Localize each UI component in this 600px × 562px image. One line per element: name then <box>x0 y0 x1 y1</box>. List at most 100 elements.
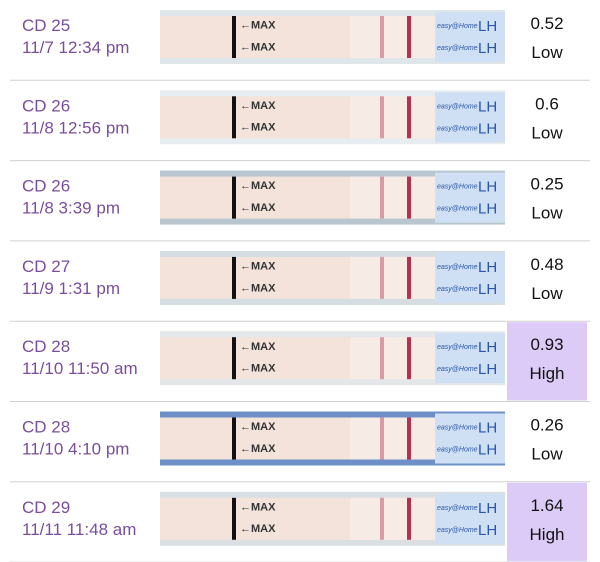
test-time: 11/8 12:56 pm <box>22 118 129 137</box>
max-label: ←MAX <box>240 443 276 455</box>
control-line <box>407 256 411 299</box>
lh-label: LH <box>478 18 497 35</box>
max-label: ←MAX <box>240 180 276 192</box>
brand-label: easy@Home <box>437 425 478 432</box>
lh-label: LH <box>478 361 497 378</box>
brand-label: easy@Home <box>437 447 478 454</box>
brand-area <box>435 172 505 223</box>
max-label: ←MAX <box>240 100 276 112</box>
control-line <box>407 16 411 58</box>
strip-bar <box>232 256 236 299</box>
brand-label: easy@Home <box>437 286 478 293</box>
highlight-cell <box>507 482 587 562</box>
max-label: ←MAX <box>240 523 276 535</box>
lh-value: 0.6 <box>535 94 559 113</box>
result-row: CD 28 11/10 4:10 pm ←MAX ←MAX easy@Home easy@… <box>10 411 590 483</box>
brand-area <box>435 413 505 464</box>
max-label: ←MAX <box>240 501 276 513</box>
lh-level: High <box>530 364 565 383</box>
max-label: ←MAX <box>240 282 276 294</box>
lh-level: Low <box>531 204 563 223</box>
control-line <box>407 417 411 460</box>
brand-label: easy@Home <box>437 505 478 512</box>
max-label: ←MAX <box>240 20 276 32</box>
control-line <box>407 337 411 380</box>
brand-label: easy@Home <box>437 264 478 271</box>
lh-level: Low <box>531 123 563 142</box>
brand-label: easy@Home <box>437 23 478 30</box>
test-window <box>350 176 435 219</box>
strip-bar <box>232 497 236 540</box>
lh-value: 0.52 <box>530 14 563 33</box>
brand-label: easy@Home <box>437 366 478 373</box>
lh-label: LH <box>478 259 497 276</box>
test-time: 11/10 11:50 am <box>22 359 138 378</box>
strip-bar <box>232 16 236 58</box>
test-window <box>350 337 435 380</box>
strip-bar <box>232 417 236 460</box>
brand-label: easy@Home <box>437 184 478 191</box>
lh-label: LH <box>478 500 497 517</box>
cycle-day: CD 28 <box>22 418 70 437</box>
result-row: CD 29 11/11 11:48 am ←MAX ←MAX easy@Home easy… <box>10 482 590 562</box>
lh-label: LH <box>478 179 497 196</box>
lh-value: 0.93 <box>530 335 563 354</box>
test-line <box>380 337 384 380</box>
lh-value: 0.48 <box>530 255 563 274</box>
brand-label: easy@Home <box>437 125 478 132</box>
test-time: 11/7 12:34 pm <box>22 38 129 57</box>
lh-value: 0.25 <box>530 175 563 194</box>
brand-label: easy@Home <box>437 45 478 52</box>
cycle-day: CD 26 <box>22 177 70 196</box>
lh-value: 0.26 <box>530 416 563 435</box>
lh-level: Low <box>531 445 563 464</box>
max-label: ←MAX <box>240 41 276 53</box>
max-label: ←MAX <box>240 122 276 134</box>
test-time: 11/8 3:39 pm <box>22 199 120 218</box>
max-label: ←MAX <box>240 202 276 214</box>
lh-label: LH <box>478 281 497 298</box>
cycle-day: CD 27 <box>22 257 70 276</box>
max-label: ←MAX <box>240 421 276 433</box>
lh-level: High <box>530 525 565 544</box>
lh-label: LH <box>478 201 497 218</box>
brand-label: easy@Home <box>437 344 478 351</box>
lh-value: 1.64 <box>530 496 563 515</box>
test-time: 11/11 11:48 am <box>22 520 136 539</box>
lh-label: LH <box>478 522 497 539</box>
test-line <box>380 16 384 58</box>
strip-bar <box>232 96 236 139</box>
test-window <box>350 417 435 460</box>
result-row: CD 25 11/7 12:34 pm ←MAX ←MAX easy@Home easy@… <box>10 10 590 81</box>
max-label: ←MAX <box>240 341 276 353</box>
lh-label: LH <box>478 120 497 137</box>
cycle-day: CD 25 <box>22 16 70 35</box>
lh-label: LH <box>478 420 497 437</box>
strip-bar <box>232 337 236 380</box>
max-label: ←MAX <box>240 363 276 375</box>
max-label: ←MAX <box>240 261 276 273</box>
test-time: 11/9 1:31 pm <box>22 279 120 298</box>
lh-label: LH <box>478 339 497 356</box>
lh-level: Low <box>531 43 563 62</box>
test-window <box>350 96 435 139</box>
brand-label: easy@Home <box>437 103 478 110</box>
lh-label: LH <box>478 98 497 115</box>
brand-area <box>435 493 505 544</box>
test-window <box>350 497 435 540</box>
test-line <box>380 417 384 460</box>
strip-bar <box>232 176 236 219</box>
lh-label: LH <box>478 40 497 57</box>
cycle-day: CD 28 <box>22 337 70 356</box>
brand-label: easy@Home <box>437 206 478 213</box>
lh-level: Low <box>531 284 563 303</box>
result-row: CD 28 11/10 11:50 am ←MAX ←MAX easy@Home easy… <box>10 322 590 402</box>
test-time: 11/10 4:10 pm <box>22 440 129 459</box>
control-line <box>407 176 411 219</box>
test-line <box>380 96 384 139</box>
test-line <box>380 176 384 219</box>
result-row: CD 27 11/9 1:31 pm ←MAX ←MAX easy@Home easy@H… <box>10 250 590 322</box>
brand-area <box>435 12 505 62</box>
brand-label: easy@Home <box>437 527 478 534</box>
